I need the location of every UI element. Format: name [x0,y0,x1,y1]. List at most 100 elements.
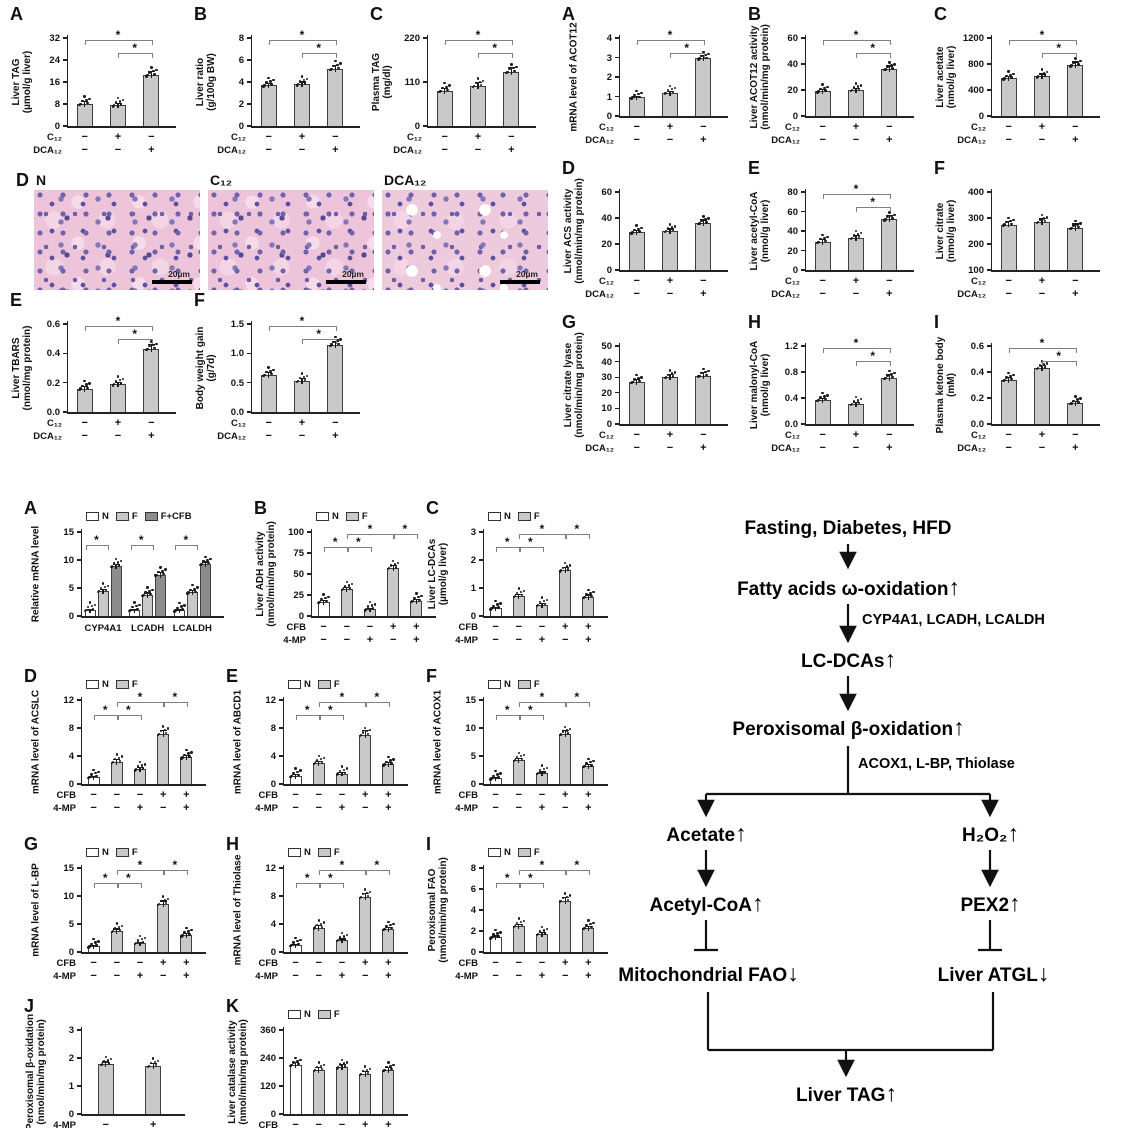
data-point [583,926,586,930]
x-axis [66,126,176,128]
y-tick-label: 0 [414,121,420,132]
y-tick-label: 1.0 [230,348,244,360]
bar [336,1067,348,1114]
x-condition-symbol: − [633,134,640,146]
data-point [292,771,295,775]
error-bar-cap [81,101,89,103]
x-condition-symbol: + [1072,288,1079,300]
data-point [347,584,350,587]
data-point [592,759,595,763]
data-point [481,79,485,83]
y-tick-label: 2 [68,1053,74,1064]
data-point [99,586,103,590]
data-point [373,603,377,606]
y-tick-label: 80 [787,187,798,198]
data-point [824,398,827,401]
data-point [143,763,147,766]
error-bar [318,1067,320,1073]
y-tick-label: 12 [265,695,276,706]
legend-swatch [115,680,129,689]
data-point [1045,362,1049,365]
error-bar-cap [492,777,500,779]
error-bar-cap [175,609,183,611]
y-tick [478,867,483,869]
chart-C: C Liver LC-DCAs (µmol/g liver) 0 1 2 3 N F * * * * CF… [424,498,610,662]
y-tick [614,191,619,193]
x-condition-symbol: − [1005,429,1012,441]
y-tick [478,615,483,617]
error-bar-cap [412,599,420,601]
sig-star: * [299,314,305,328]
error-bar-cap [384,926,392,928]
data-point [165,731,168,735]
sig-bracket [565,702,591,707]
data-point [155,1063,158,1067]
y-tick-label: 12 [265,863,276,874]
y-axis [80,865,82,952]
bar [387,568,400,616]
data-point [566,729,569,732]
error-bar-cap [584,764,592,766]
bar [294,380,310,412]
data-point [299,1058,302,1062]
x-condition-symbol: + [1038,429,1046,441]
data-point [187,930,190,933]
data-point [312,762,315,766]
x-condition-symbol: − [492,957,499,969]
histology-label-C12: C₁₂ [210,172,233,188]
legend-item: N [86,679,109,690]
x-row-label: DCA₁₂ [957,289,986,300]
x-row-label: C₁₂ [46,132,62,143]
data-point [519,920,522,924]
sig-bracket [130,545,154,550]
sig-bracket [822,348,892,353]
data-point [536,771,540,775]
panel-letter-C: C [370,4,383,24]
x-condition-symbol: − [366,621,374,633]
data-point [296,1060,299,1063]
y-tick-label: 0 [470,611,476,622]
sig-bracket [393,534,419,539]
legend-swatch [488,848,501,857]
error-bar [160,572,162,578]
data-point [85,383,88,386]
data-point [664,91,668,94]
sig-star: * [504,871,510,885]
data-point [340,589,343,592]
data-point [850,402,854,406]
y-tick-label: 2 [606,72,612,83]
data-point [362,892,365,896]
x-condition-symbol: − [633,442,640,454]
data-point [299,769,302,772]
x-condition-symbol: + [585,789,592,801]
error-bar-cap [361,1071,369,1073]
data-point [499,931,502,934]
data-point [118,928,121,932]
data-point [590,764,593,767]
data-point [146,347,149,351]
x-condition-symbol: + [585,957,592,969]
x-condition-symbol: − [320,621,327,633]
data-point [445,85,448,89]
data-point [289,1064,292,1068]
y-tick-label: 8 [470,863,476,874]
y-tick [478,587,483,589]
x-row-label: C₁₂ [784,122,800,133]
data-point [360,733,363,737]
data-point [118,378,122,382]
data-point [418,598,421,602]
sig-star: * [137,858,143,872]
data-point [155,68,158,72]
data-point [350,583,353,586]
bar [662,92,678,116]
error-bar-cap [384,1066,392,1068]
sig-bracket [1008,40,1078,45]
error-bar-cap [1005,220,1013,222]
error-bar-cap [366,608,374,610]
legend-item: F [317,1009,340,1020]
sig-star: * [132,41,137,55]
error-bar-cap [114,381,122,383]
bar [260,375,277,412]
x-condition-symbol: + [852,275,860,287]
scalebar [500,280,540,284]
